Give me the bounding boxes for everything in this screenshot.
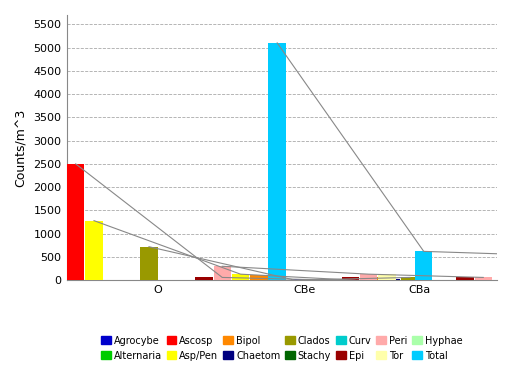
Bar xyxy=(475,277,492,280)
Bar xyxy=(378,274,396,280)
Bar xyxy=(268,279,286,280)
Bar xyxy=(30,279,48,280)
Bar xyxy=(291,279,309,280)
Bar xyxy=(401,277,419,280)
Bar xyxy=(140,247,158,280)
Bar xyxy=(195,277,212,280)
Bar xyxy=(232,274,249,280)
Bar xyxy=(214,266,231,280)
Legend: Agrocybe, Alternaria, Ascosp, Asp/Pen, Bipol, Chaetom, Clados, Stachy, Curv, Epi: Agrocybe, Alternaria, Ascosp, Asp/Pen, B… xyxy=(98,333,465,364)
Bar xyxy=(214,277,231,280)
Bar xyxy=(49,275,66,280)
Bar xyxy=(365,277,382,280)
Bar xyxy=(195,279,212,280)
Bar xyxy=(383,279,400,280)
Bar xyxy=(86,221,103,280)
Bar xyxy=(415,252,433,280)
Bar xyxy=(250,275,268,280)
Bar xyxy=(67,164,84,280)
Bar xyxy=(456,277,474,280)
Y-axis label: Counts/m^3: Counts/m^3 xyxy=(15,109,28,187)
Bar xyxy=(342,277,359,280)
Bar xyxy=(360,274,377,280)
Bar xyxy=(268,43,286,280)
